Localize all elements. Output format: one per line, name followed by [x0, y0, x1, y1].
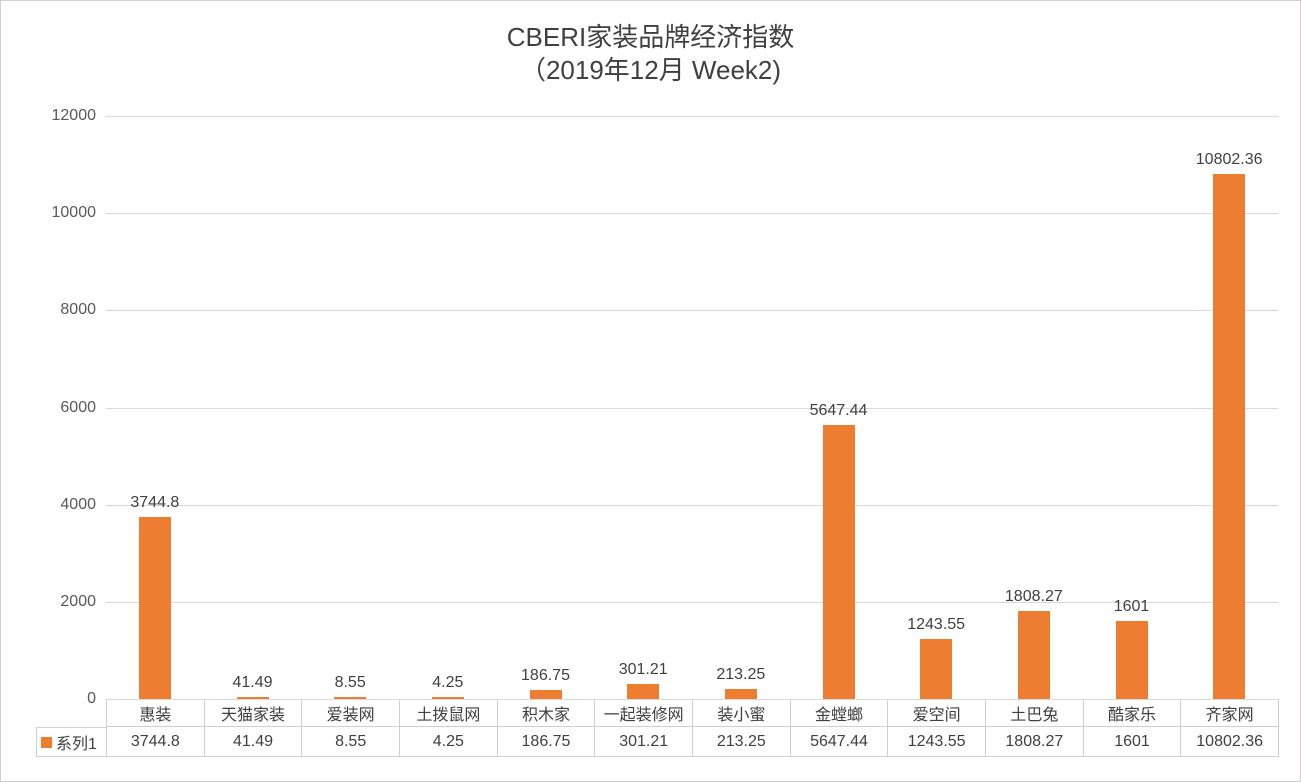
table-value-齐家网: 10802.36 — [1180, 727, 1279, 757]
table-category-爱空间: 爱空间 — [887, 699, 985, 727]
gridline-6000 — [106, 407, 1278, 409]
table-value-惠装: 3744.8 — [106, 727, 204, 757]
table-category-土巴兔: 土巴兔 — [985, 699, 1083, 727]
table-value-一起装修网: 301.21 — [594, 727, 692, 757]
y-axis-tick-label: 10000 — [51, 204, 97, 222]
bar-积木家 — [529, 689, 562, 699]
table-value-土拨鼠网: 4.25 — [399, 727, 497, 757]
bar-一起装修网 — [627, 684, 660, 699]
legend-marker-icon — [41, 736, 52, 748]
y-axis-tick-label: 4000 — [60, 495, 96, 513]
y-axis-tick-label: 12000 — [51, 107, 97, 124]
bar-value-label: 301.21 — [618, 661, 668, 679]
gridline-8000 — [106, 310, 1278, 312]
bar-爱装网 — [334, 697, 367, 699]
bar-金螳螂 — [822, 424, 855, 699]
table-category-金螳螂: 金螳螂 — [789, 699, 888, 727]
table-category-齐家网: 齐家网 — [1180, 699, 1279, 727]
bar-天猫家装 — [236, 696, 269, 699]
table-value-爱空间: 1243.55 — [887, 727, 985, 757]
table-value-金螳螂: 5647.44 — [789, 727, 888, 757]
bar-value-label: 8.55 — [334, 674, 366, 691]
bar-酷家乐 — [1115, 621, 1148, 699]
table-category-土拨鼠网: 土拨鼠网 — [399, 699, 497, 727]
bar-value-label: 186.75 — [521, 666, 570, 684]
bar-value-label: 1243.55 — [907, 615, 966, 633]
table-category-天猫家装: 天猫家装 — [203, 699, 302, 727]
table-value-土巴兔: 1808.27 — [985, 727, 1083, 757]
bar-value-label: 10802.36 — [1195, 151, 1263, 169]
legend-label: 系列1 — [56, 736, 97, 753]
table-category-积木家: 积木家 — [496, 699, 595, 727]
bar-value-label: 3744.8 — [130, 494, 180, 512]
y-axis-tick-label: 2000 — [60, 592, 96, 610]
chart-title-line2: （2019年12月 Week2) — [519, 55, 782, 85]
table-category-装小蜜: 装小蜜 — [692, 699, 790, 727]
bar-value-label: 1601 — [1113, 598, 1150, 616]
table-category-酷家乐: 酷家乐 — [1082, 699, 1181, 727]
table-category-惠装: 惠装 — [106, 699, 204, 727]
table-value-爱装网: 8.55 — [301, 727, 399, 757]
bar-value-label: 1808.27 — [1004, 588, 1063, 606]
table-value-装小蜜: 213.25 — [692, 727, 790, 757]
bar-value-label: 5647.44 — [809, 401, 868, 419]
plot-area: 3744.8 41.49 8.55 4.25 186.75 301.21 213.25 564… — [106, 116, 1278, 699]
gridline-4000 — [106, 504, 1278, 506]
bar-装小蜜 — [724, 688, 757, 699]
gridline-2000 — [106, 601, 1278, 603]
bar-惠装 — [138, 517, 171, 699]
bar-齐家网 — [1213, 174, 1246, 699]
y-axis-tick-label: 6000 — [60, 398, 96, 416]
table-value-酷家乐: 1601 — [1082, 727, 1181, 757]
bar-value-label: 41.49 — [232, 673, 273, 691]
bar-value-label: 4.25 — [432, 674, 464, 691]
legend-cell: 系列1 — [36, 727, 106, 757]
y-axis-tick-label: 0 — [87, 690, 96, 707]
gridline-10000 — [106, 213, 1278, 215]
table-category-爱装网: 爱装网 — [301, 699, 399, 727]
y-axis-tick-label: 8000 — [60, 301, 96, 319]
bar-爱空间 — [920, 638, 953, 699]
table-value-积木家: 186.75 — [496, 727, 595, 757]
table-value-天猫家装: 41.49 — [203, 727, 302, 757]
bar-土巴兔 — [1017, 611, 1050, 699]
bar-value-label: 213.25 — [716, 665, 766, 683]
chart-title-line1: CBERI家装品牌经济指数 — [506, 22, 795, 52]
bar-土拨鼠网 — [431, 697, 464, 699]
chart-title: CBERI家装品牌经济指数 （2019年12月 Week2) — [1, 21, 1300, 87]
gridline-12000 — [106, 116, 1278, 117]
table-category-一起装修网: 一起装修网 — [594, 699, 692, 727]
